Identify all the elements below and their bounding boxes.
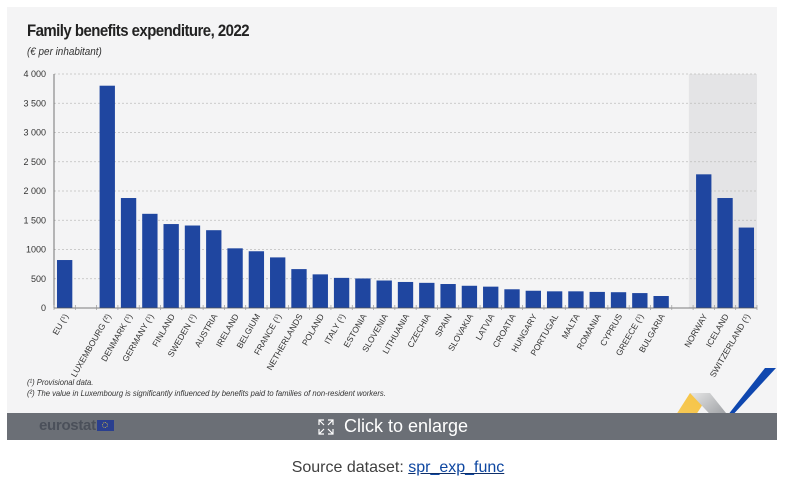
bar (355, 278, 371, 308)
y-tick-label: 1000 (26, 245, 46, 255)
y-tick-label: 1 500 (23, 215, 46, 225)
bar (525, 290, 541, 308)
bar (227, 248, 243, 308)
enlarge-label: Click to enlarge (344, 416, 469, 436)
x-category-label: SPAIN (433, 312, 454, 339)
bar (142, 213, 158, 308)
x-category-label: LATVIA (473, 312, 496, 342)
source-dataset-link[interactable]: spr_exp_func (408, 459, 505, 476)
bar (120, 198, 137, 308)
eurostat-logo-text: eurostat (39, 417, 96, 434)
footnote-luxembourg: (²) The value in Luxembourg is significa… (27, 388, 386, 398)
bar (397, 281, 414, 308)
bar (376, 280, 392, 308)
bar (270, 257, 286, 308)
x-category-label: EU (¹) (50, 312, 70, 337)
x-category-label: MALTA (559, 312, 581, 341)
y-tick-label: 4 000 (23, 69, 46, 79)
bar (440, 284, 456, 308)
eurostat-logo: eurostat (39, 417, 114, 434)
bottom-bar: eurostat Click to enlarge (7, 413, 777, 440)
y-tick-label: 500 (31, 274, 46, 284)
chart-title: Family benefits expenditure, 2022 (27, 21, 250, 40)
bar (206, 230, 222, 308)
bar (696, 174, 712, 308)
bar (610, 292, 627, 308)
bar-chart: 0 500 1000 1 500 2 000 2 500 3 000 3 500 4 000 E… (23, 69, 758, 379)
y-tick-label: 2 000 (23, 186, 46, 196)
bar (56, 260, 73, 308)
bar (632, 293, 648, 308)
eu-flag-icon (96, 420, 114, 431)
bar (419, 282, 435, 308)
y-tick-label: 0 (41, 303, 46, 313)
bar (184, 225, 201, 308)
bar (738, 227, 755, 308)
bar (504, 289, 520, 308)
bar (546, 291, 563, 308)
bar (248, 251, 265, 308)
bar (333, 277, 350, 308)
bar (483, 286, 499, 308)
y-tick-label: 3 500 (23, 98, 46, 108)
bar (291, 269, 307, 308)
bar (717, 198, 733, 308)
footnote-provisional: (¹) Provisional data. (27, 377, 94, 387)
chart-subtitle: (€ per inhabitant) (27, 46, 102, 58)
bar (568, 291, 584, 308)
y-tick-label: 2 500 (23, 157, 46, 167)
bar (589, 291, 605, 308)
chart-panel[interactable]: Family benefits expenditure, 2022 (€ per… (7, 7, 777, 440)
bar (312, 274, 328, 308)
y-tick-label: 3 000 (23, 128, 46, 138)
bar (653, 296, 669, 308)
bar (163, 224, 179, 308)
source-dataset: Source dataset: spr_exp_func (0, 459, 796, 477)
bar (99, 85, 115, 308)
enlarge-button[interactable]: Click to enlarge (317, 415, 468, 438)
footnotes: (¹) Provisional data. (²) The value in L… (27, 377, 386, 399)
bar (461, 285, 478, 308)
source-label: Source dataset: (291, 459, 409, 476)
expand-icon (318, 418, 334, 435)
